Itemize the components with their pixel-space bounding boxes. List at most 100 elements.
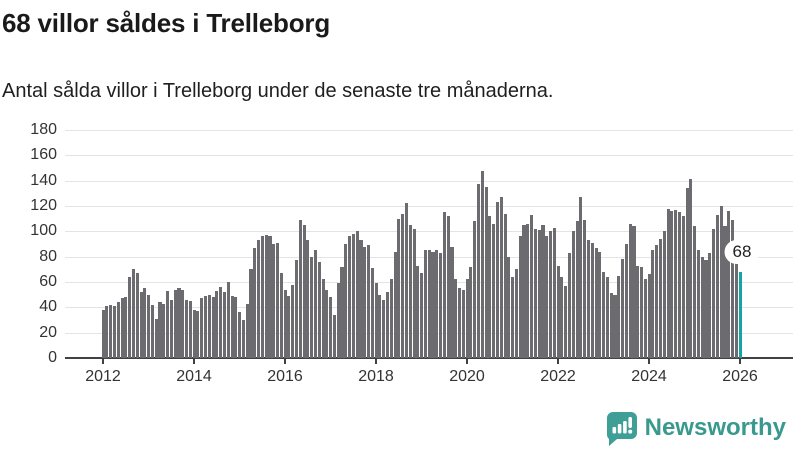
bar	[264, 235, 268, 358]
y-axis-tick-label: 160	[30, 146, 57, 164]
bar	[416, 265, 420, 358]
bar	[283, 289, 287, 358]
bar	[689, 179, 693, 358]
bar	[317, 261, 321, 358]
y-axis-tick-label: 80	[39, 247, 57, 265]
bar	[291, 284, 295, 358]
bar	[260, 236, 264, 358]
y-axis-tick-label: 180	[30, 121, 57, 138]
bar	[329, 297, 333, 358]
bar	[192, 309, 196, 358]
bar	[734, 246, 738, 358]
bar	[382, 299, 386, 358]
y-gridline	[65, 231, 793, 233]
bar	[662, 231, 666, 358]
bar	[552, 227, 556, 358]
y-axis-tick-label: 140	[30, 171, 57, 189]
bar	[564, 285, 568, 358]
bar	[238, 312, 242, 358]
x-axis-tick	[193, 358, 195, 364]
newsworthy-logo: Newsworthy	[605, 410, 786, 446]
bar	[370, 268, 374, 358]
bar	[378, 294, 382, 358]
x-axis-tick-label: 2014	[176, 368, 212, 385]
y-gridline	[65, 206, 793, 207]
bar	[310, 256, 314, 358]
newsworthy-brand-text: Newsworthy	[644, 414, 786, 441]
bar	[112, 306, 117, 358]
bar	[488, 216, 492, 358]
bar	[594, 247, 598, 358]
bar	[583, 219, 587, 358]
bar	[439, 252, 443, 358]
bar	[677, 212, 682, 358]
bar	[636, 265, 640, 358]
newsworthy-speech-bubble-chart-icon	[605, 411, 638, 446]
bar	[712, 228, 716, 358]
bar	[325, 289, 329, 358]
highlighted-latest-bar	[738, 271, 742, 358]
y-axis-tick-label: 0	[48, 349, 57, 366]
bar	[503, 213, 507, 358]
bar	[230, 295, 234, 358]
bar	[590, 242, 594, 358]
bar	[109, 304, 113, 358]
bar	[617, 275, 621, 358]
bar	[344, 244, 348, 358]
bar	[279, 273, 283, 358]
bar	[374, 283, 378, 358]
bar	[458, 288, 462, 358]
bar	[632, 226, 636, 358]
bar	[575, 221, 579, 358]
bar	[336, 283, 340, 358]
bar	[545, 236, 549, 358]
bar	[287, 295, 291, 358]
bar	[685, 188, 689, 358]
bar	[276, 242, 280, 358]
x-axis-tick	[102, 358, 104, 364]
bar	[234, 297, 238, 358]
bar	[268, 236, 272, 358]
bar	[404, 203, 409, 358]
bar	[495, 202, 500, 358]
bar	[173, 289, 177, 358]
bar	[567, 252, 572, 358]
bar	[294, 260, 299, 358]
bar	[105, 306, 109, 358]
bar	[484, 187, 488, 358]
bar	[397, 218, 401, 358]
x-axis-tick	[648, 358, 650, 364]
bar	[219, 287, 223, 358]
bar	[533, 228, 537, 358]
bar	[135, 273, 139, 358]
bar	[385, 292, 390, 358]
bar	[181, 289, 185, 358]
bar	[367, 245, 371, 358]
bar	[359, 240, 363, 358]
x-axis-tick-label: 2012	[85, 368, 121, 385]
bar	[423, 250, 427, 358]
bar	[651, 250, 655, 358]
bar	[571, 231, 575, 358]
bar	[188, 301, 192, 358]
bar	[492, 223, 496, 358]
bar	[446, 216, 450, 358]
bar	[469, 266, 473, 358]
bar	[302, 225, 306, 358]
bar	[166, 290, 170, 358]
chart-title: 68 villor såldes i Trelleborg	[2, 8, 331, 38]
bar	[427, 250, 431, 358]
bar	[628, 223, 632, 358]
bar	[169, 299, 173, 358]
bar	[704, 260, 708, 358]
x-axis-tick-label: 2016	[267, 368, 303, 385]
bar	[586, 240, 591, 358]
bar	[298, 219, 302, 358]
bar	[272, 244, 276, 358]
bar	[624, 244, 628, 358]
bar	[556, 265, 560, 358]
bar	[211, 297, 215, 358]
bar	[143, 288, 147, 358]
bar	[640, 266, 644, 358]
